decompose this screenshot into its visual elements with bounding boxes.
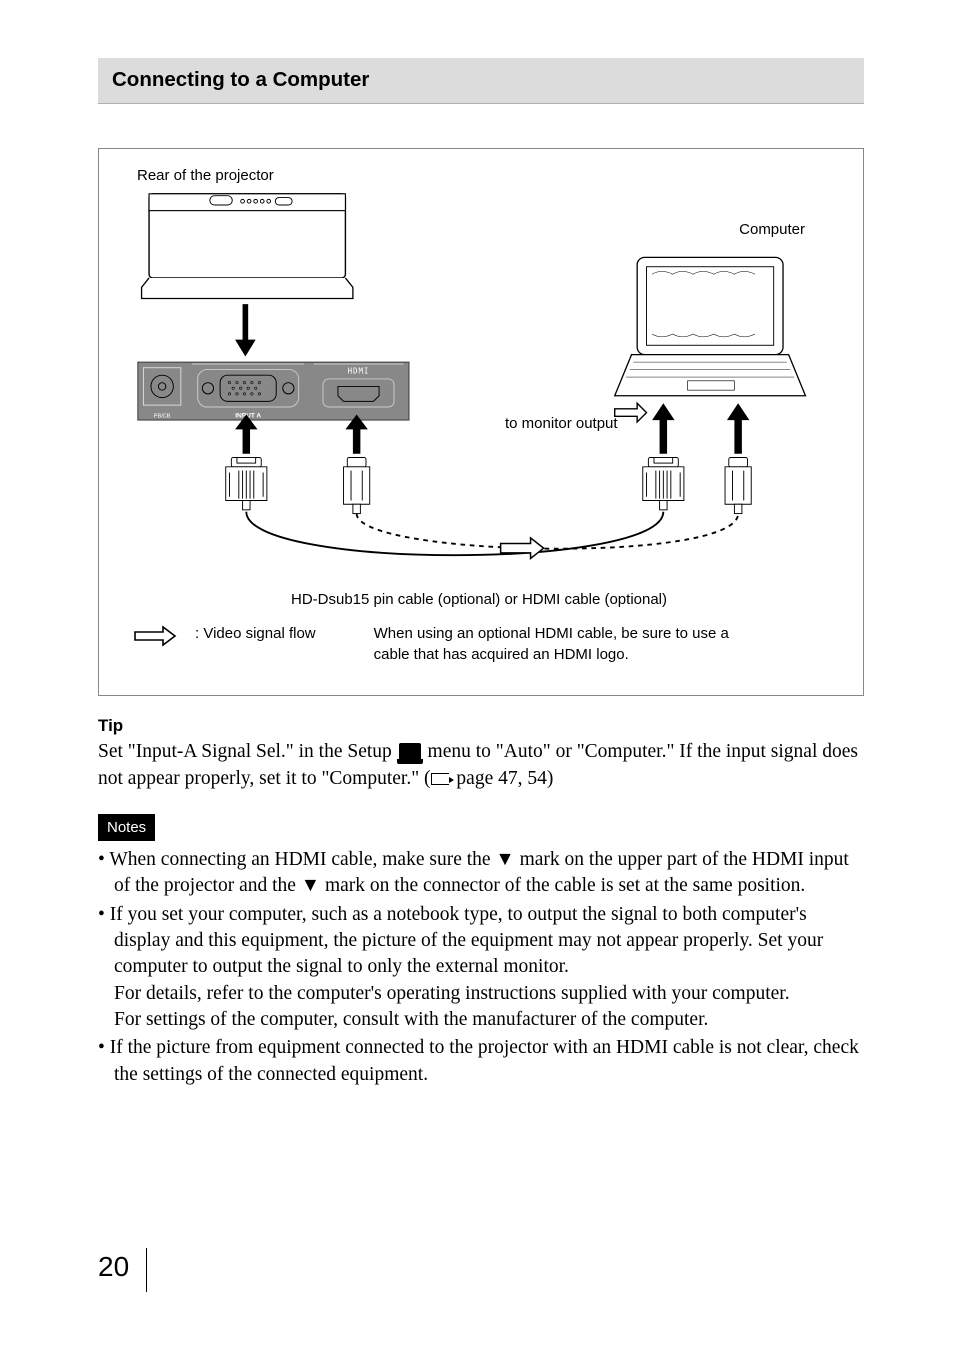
legend-row: : Video signal flow When using an option… (133, 623, 833, 665)
notes-badge: Notes (98, 814, 155, 841)
flow-arrow-icon (133, 625, 177, 647)
page-ref-icon (431, 773, 449, 785)
notes-list: When connecting an HDMI cable, make sure… (98, 847, 864, 1088)
label-computer: Computer (739, 219, 805, 240)
page-side-rule (146, 1248, 147, 1292)
page-number: 20 (98, 1247, 129, 1286)
tip-heading: Tip (98, 714, 864, 738)
legend-flow-text: : Video signal flow (195, 623, 316, 644)
toolbox-icon (399, 743, 421, 760)
diagram-svg: PB/CB INPUT A HDMI (121, 163, 841, 593)
section-header: Connecting to a Computer (98, 58, 864, 104)
tip-block: Tip Set "Input-A Signal Sel." in the Set… (98, 714, 864, 792)
label-projector: Rear of the projector (137, 165, 274, 186)
tip-body: Set "Input-A Signal Sel." in the Setup m… (98, 739, 864, 792)
legend-hdmi-note: When using an optional HDMI cable, be su… (374, 623, 754, 665)
svg-text:HDMI: HDMI (348, 366, 370, 375)
svg-text:PB/CB: PB/CB (154, 413, 171, 419)
notes-block: Notes When connecting an HDMI cable, mak… (98, 814, 864, 1088)
note-item: If you set your computer, such as a note… (98, 902, 864, 1034)
label-monitor-output: to monitor output (505, 413, 618, 434)
tip-pre: Set "Input-A Signal Sel." in the Setup (98, 741, 397, 762)
note-item: When connecting an HDMI cable, make sure… (98, 847, 864, 900)
note-item: If the picture from equipment connected … (98, 1035, 864, 1088)
section-title: Connecting to a Computer (112, 68, 369, 91)
label-cable: HD-Dsub15 pin cable (optional) or HDMI c… (291, 589, 667, 610)
tip-page-ref: page 47, 54) (452, 768, 554, 789)
connection-diagram: Rear of the projector Computer to monito… (98, 148, 864, 696)
